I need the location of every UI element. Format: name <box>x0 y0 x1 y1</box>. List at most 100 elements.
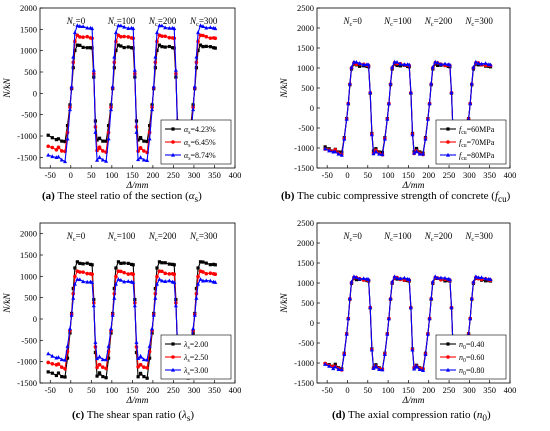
series-point <box>50 371 54 375</box>
series-point <box>138 353 143 358</box>
series-point <box>122 34 126 39</box>
series-point <box>75 23 80 28</box>
series-point <box>427 316 432 321</box>
series-point <box>369 132 374 137</box>
y-tick-label: 500 <box>301 83 314 93</box>
series-point <box>160 34 164 38</box>
y-tick-label: 1000 <box>297 63 314 73</box>
series-point <box>433 59 438 64</box>
y-tick-label: -1500 <box>17 378 37 388</box>
legend-entry: λs=3.00 <box>183 366 208 377</box>
series-point <box>101 149 105 153</box>
caption-subscript: s <box>194 194 199 205</box>
series-point <box>131 280 136 284</box>
series-point <box>59 365 64 370</box>
x-tick-label: 300 <box>463 170 476 180</box>
series-point <box>449 305 454 309</box>
series-point <box>78 35 82 39</box>
series-point <box>385 332 390 336</box>
series-point <box>100 357 105 362</box>
y-tick-label: 2000 <box>20 3 37 13</box>
series-point <box>85 261 89 265</box>
y-tick-label: 500 <box>24 67 37 77</box>
legend-entry: fcu=70MPa <box>459 138 495 149</box>
series-point <box>132 303 137 308</box>
x-tick-label: 100 <box>382 170 395 180</box>
series-point <box>145 158 150 163</box>
series-point <box>201 260 205 264</box>
series-point <box>196 281 201 286</box>
series-point <box>204 271 209 276</box>
series-point <box>163 279 168 283</box>
nc-label: Nc=100 <box>107 231 136 243</box>
nc-label: Nc=0 <box>66 231 86 243</box>
y-tick-label: -1500 <box>294 163 314 173</box>
y-tick-label: 1500 <box>297 258 314 268</box>
series-point <box>483 61 488 65</box>
series-point <box>377 151 382 156</box>
caption-close: ) <box>487 409 491 421</box>
series-point <box>46 152 51 157</box>
series-point <box>471 64 476 69</box>
legend: αs=4.23% αs=6.45% αs=8.74% <box>160 119 232 165</box>
series-point <box>145 376 149 380</box>
series-point <box>131 26 136 31</box>
series-point <box>157 277 162 281</box>
x-tick-label: 50 <box>87 170 96 180</box>
series-point <box>72 30 77 35</box>
y-tick-label: -1500 <box>294 378 314 388</box>
series-point <box>429 296 434 300</box>
series-point <box>73 274 77 279</box>
legend-marker <box>446 152 450 157</box>
y-tick-label: -500 <box>21 335 37 345</box>
series-point <box>90 263 94 267</box>
series-point <box>196 48 200 53</box>
series-point <box>95 356 100 361</box>
x-tick-label: 250 <box>443 385 456 395</box>
series-point <box>81 270 85 274</box>
series-point <box>163 261 167 265</box>
x-tick-label: 150 <box>402 170 415 180</box>
series-point <box>204 278 209 283</box>
series-point <box>46 144 51 149</box>
y-tick-label: -1500 <box>17 152 37 162</box>
series-point <box>60 375 64 379</box>
series-point <box>204 261 208 265</box>
series-point <box>163 45 167 49</box>
caption-symbol: n <box>476 409 483 421</box>
x-tick-label: 400 <box>229 385 242 395</box>
series-point <box>75 277 80 281</box>
series-point <box>65 343 70 348</box>
series-point <box>201 270 205 274</box>
nc-label: Nc=100 <box>107 16 136 28</box>
series-point <box>191 326 196 331</box>
series-point <box>54 373 59 378</box>
x-tick-label: 300 <box>188 170 201 180</box>
series-point <box>173 67 178 72</box>
series-point <box>167 35 172 40</box>
series-point <box>377 367 382 371</box>
series-point <box>112 295 117 300</box>
x-tick-label: 300 <box>188 385 201 395</box>
series-point <box>113 281 118 286</box>
series-point <box>85 46 89 50</box>
series-point <box>119 34 123 39</box>
y-axis-label: N/kN <box>280 293 290 314</box>
series-point <box>208 278 213 283</box>
legend-marker <box>446 127 450 131</box>
series-point <box>436 63 440 68</box>
series-point <box>483 276 488 281</box>
series-point <box>75 260 79 264</box>
series-point <box>151 84 156 89</box>
series-point <box>93 130 98 134</box>
series-point <box>346 316 351 321</box>
series-point <box>407 62 412 67</box>
x-axis-label: Δ/mm <box>402 181 425 191</box>
x-axis-label: Δ/mm <box>126 181 149 191</box>
caption-letter: (c) <box>72 409 85 421</box>
legend-marker <box>171 342 175 346</box>
series-point <box>153 295 158 300</box>
series-point <box>173 303 178 308</box>
series-point <box>368 305 373 309</box>
series-point <box>395 63 399 68</box>
